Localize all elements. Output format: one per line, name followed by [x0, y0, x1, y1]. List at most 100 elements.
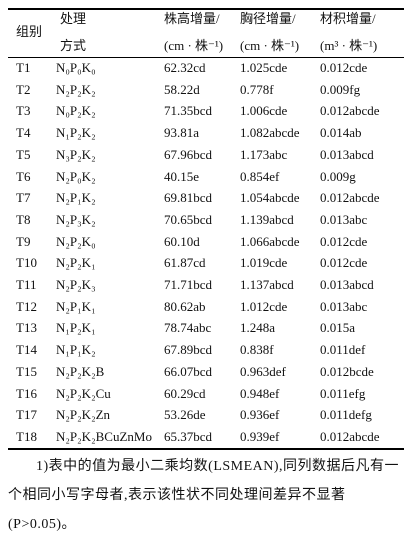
table-cell: 66.07bcd [164, 363, 213, 379]
header-cell: 组别 [16, 24, 43, 39]
table-cell: 0.838f [240, 342, 274, 358]
header-cell: 株高增量/ [164, 11, 220, 26]
table-cell: N₁P₂K₂ [56, 125, 96, 141]
header-rule [8, 57, 404, 58]
table-cell: 1.173abc [240, 146, 288, 162]
table-cell: 0.012cde [320, 60, 368, 75]
table-cell: 0.013abcd [320, 277, 374, 292]
table-cell: N₂P₁K₁ [56, 298, 96, 314]
table-cell: 53.26de [164, 407, 206, 423]
table-cell: 67.96bcd [164, 146, 213, 162]
table-cell: 1.012cde [240, 298, 288, 314]
table-cell: 1.006cde [240, 103, 288, 119]
footnote: 1)表中的值为最小二乘均数(LSMEAN),同列数据后凡有一个相同小写字母者,表… [8, 459, 400, 532]
table-cell: N₂P₀K₂ [56, 168, 96, 184]
table-cell: 93.81a [164, 125, 200, 141]
header-cell: 胸径增量/ [240, 11, 296, 26]
table-cell: T9 [16, 233, 31, 249]
table-cell: 71.71bcd [164, 277, 213, 292]
table-cell: 0.012bcde [320, 363, 374, 379]
table-cell: T2 [16, 81, 31, 97]
table-cell: 1.082abcde [240, 125, 300, 141]
table-cell: 60.10d [164, 233, 200, 249]
table-cell: T6 [16, 168, 31, 184]
table-cell: N₂P₂K₂Cu [56, 385, 111, 401]
table-cell: 0.009fg [320, 81, 361, 97]
table-cell: T4 [16, 125, 31, 141]
header-cell: 方式 [60, 38, 87, 53]
table-cell: T3 [16, 103, 31, 119]
table-cell: 0.012abcde [320, 428, 380, 444]
table-cell: 0.015a [320, 320, 356, 336]
table-cell: 1.019cde [240, 255, 288, 271]
table-cell: 1.139abcd [240, 211, 294, 227]
table-cell: 80.62ab [164, 298, 206, 314]
table-cell: 0.012abcde [320, 103, 380, 119]
bottom-rule [8, 448, 404, 450]
table-cell: 71.35bcd [164, 103, 213, 119]
table-cell: 61.87cd [164, 255, 206, 271]
table-cell: T11 [16, 277, 37, 292]
table-cell: 0.011efg [320, 385, 366, 401]
header-cell: (cm · 株⁻¹) [240, 38, 300, 53]
table-cell: 1.248a [240, 320, 276, 336]
table-cell: 0.939ef [240, 428, 280, 444]
table-cell: N₂P₂K₂ [56, 81, 96, 97]
table-cell: T13 [16, 320, 37, 336]
table-cell: N₂P₂K₂B [56, 363, 105, 379]
table-cell: T16 [16, 385, 37, 401]
table-cell: 0.778f [240, 81, 274, 97]
table-cell: 0.014ab [320, 125, 362, 141]
table-cell: T17 [16, 407, 37, 423]
table-cell: 70.65bcd [164, 211, 213, 227]
table-cell: N₂P₂K₂BCuZnMo [56, 428, 152, 444]
header-cell: 材积增量/ [320, 11, 376, 26]
table-cell: 0.013abc [320, 211, 368, 227]
table-cell: 58.22d [164, 81, 200, 97]
table-cell: 1.054abcde [240, 190, 300, 206]
table-cell: 0.936ef [240, 407, 280, 423]
table-cell: 1.025cde [240, 60, 288, 75]
table-cell: 0.854ef [240, 168, 280, 184]
table-cell: T5 [16, 146, 31, 162]
table-cell: 69.81bcd [164, 190, 213, 206]
table-cell: 65.37bcd [164, 428, 213, 444]
table-cell: N₂P₂K₃ [56, 277, 96, 292]
table-cell: 0.009g [320, 168, 356, 184]
table-cell: N₂P₁K₂ [56, 190, 96, 206]
table-cell: N₁P₂K₁ [56, 320, 96, 336]
table-cell: N₂P₂K₀ [56, 233, 96, 249]
table-cell: 40.15e [164, 168, 200, 184]
table-cell: T7 [16, 190, 31, 206]
table-cell: 67.89bcd [164, 342, 213, 358]
table-cell: T10 [16, 255, 37, 271]
table-cell: T8 [16, 211, 31, 227]
header-cell: (m³ · 株⁻¹) [320, 38, 378, 53]
table-cell: 0.013abcd [320, 146, 374, 162]
table-cell: 0.012abcde [320, 190, 380, 206]
table-cell: 0.012cde [320, 233, 368, 249]
table-cell: T1 [16, 60, 31, 75]
table-cell: T14 [16, 342, 37, 358]
table-cell: N₁P₁K₂ [56, 342, 96, 358]
table-cell: N₀P₀K₀ [56, 60, 96, 75]
table-cell: 60.29cd [164, 385, 206, 401]
table-cell: 0.013abc [320, 298, 368, 314]
table-cell: 0.011defg [320, 407, 372, 423]
table-cell: T18 [16, 428, 37, 444]
table-cell: N₀P₂K₂ [56, 103, 96, 119]
table-cell: N₂P₂K₁ [56, 255, 96, 271]
table-cell: N₃P₂K₂ [56, 146, 96, 162]
table-cell: 62.32cd [164, 60, 206, 75]
table-cell: 0.012cde [320, 255, 368, 271]
table-cell: 1.066abcde [240, 233, 300, 249]
header-cell: (cm · 株⁻¹) [164, 38, 224, 53]
table-cell: N₂P₂K₂Zn [56, 407, 111, 423]
top-rule [8, 8, 404, 10]
table-cell: 0.963def [240, 363, 286, 379]
table-cell: 1.137abcd [240, 277, 294, 292]
table-cell: 0.948ef [240, 385, 280, 401]
table-cell: 0.011def [320, 342, 366, 358]
header-cell: 处理 [60, 11, 87, 26]
